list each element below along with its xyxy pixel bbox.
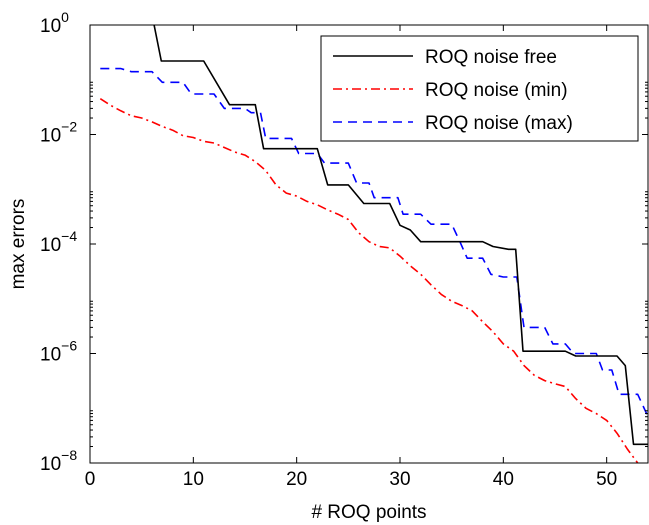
x-tick-label: 30	[389, 469, 410, 490]
legend-label-noise-max: ROQ noise (max)	[425, 113, 573, 134]
x-tick-label: 40	[493, 469, 514, 490]
y-tick-label-group: 10−4	[40, 228, 77, 256]
series-line-noise-free	[153, 25, 648, 446]
legend-entry-noise-min: ROQ noise (min)	[333, 80, 568, 101]
y-tick-exponent: 0	[61, 9, 69, 25]
series-layer	[99, 25, 648, 463]
legend: ROQ noise free ROQ noise (min) ROQ noise…	[320, 35, 639, 142]
x-tick-label: 10	[183, 469, 204, 490]
y-tick-label: 10−2	[40, 119, 77, 147]
legend-entry-noise-max: ROQ noise (max)	[333, 113, 573, 134]
y-tick-label-group: 10−6	[40, 338, 77, 366]
x-tick-label: 20	[286, 469, 307, 490]
y-tick-label-group: 10−8	[40, 447, 77, 475]
y-tick-label-group: 10−2	[40, 119, 77, 147]
y-tick-exponent: −8	[61, 447, 77, 463]
y-tick-label: 100	[40, 9, 69, 37]
x-axis-label: # ROQ points	[311, 502, 426, 523]
y-tick-exponent: −4	[61, 228, 77, 244]
y-tick-exponent: −2	[61, 119, 77, 135]
y-tick-label-group: 100	[40, 9, 69, 37]
series-line-noise-min	[99, 98, 639, 463]
x-tick-label: 0	[85, 469, 96, 490]
y-tick-label: 10−4	[40, 228, 77, 256]
y-tick-label: 10−6	[40, 338, 77, 366]
y-tick-exponent: −6	[61, 338, 77, 354]
legend-entry-noise-free: ROQ noise free	[333, 47, 557, 68]
x-tick-label: 50	[596, 469, 617, 490]
y-tick-label: 10−8	[40, 447, 77, 475]
legend-label-noise-min: ROQ noise (min)	[425, 80, 568, 101]
legend-label-noise-free: ROQ noise free	[425, 47, 557, 68]
y-axis-label: max errors	[8, 199, 29, 290]
series-line-noise-max	[100, 67, 648, 418]
